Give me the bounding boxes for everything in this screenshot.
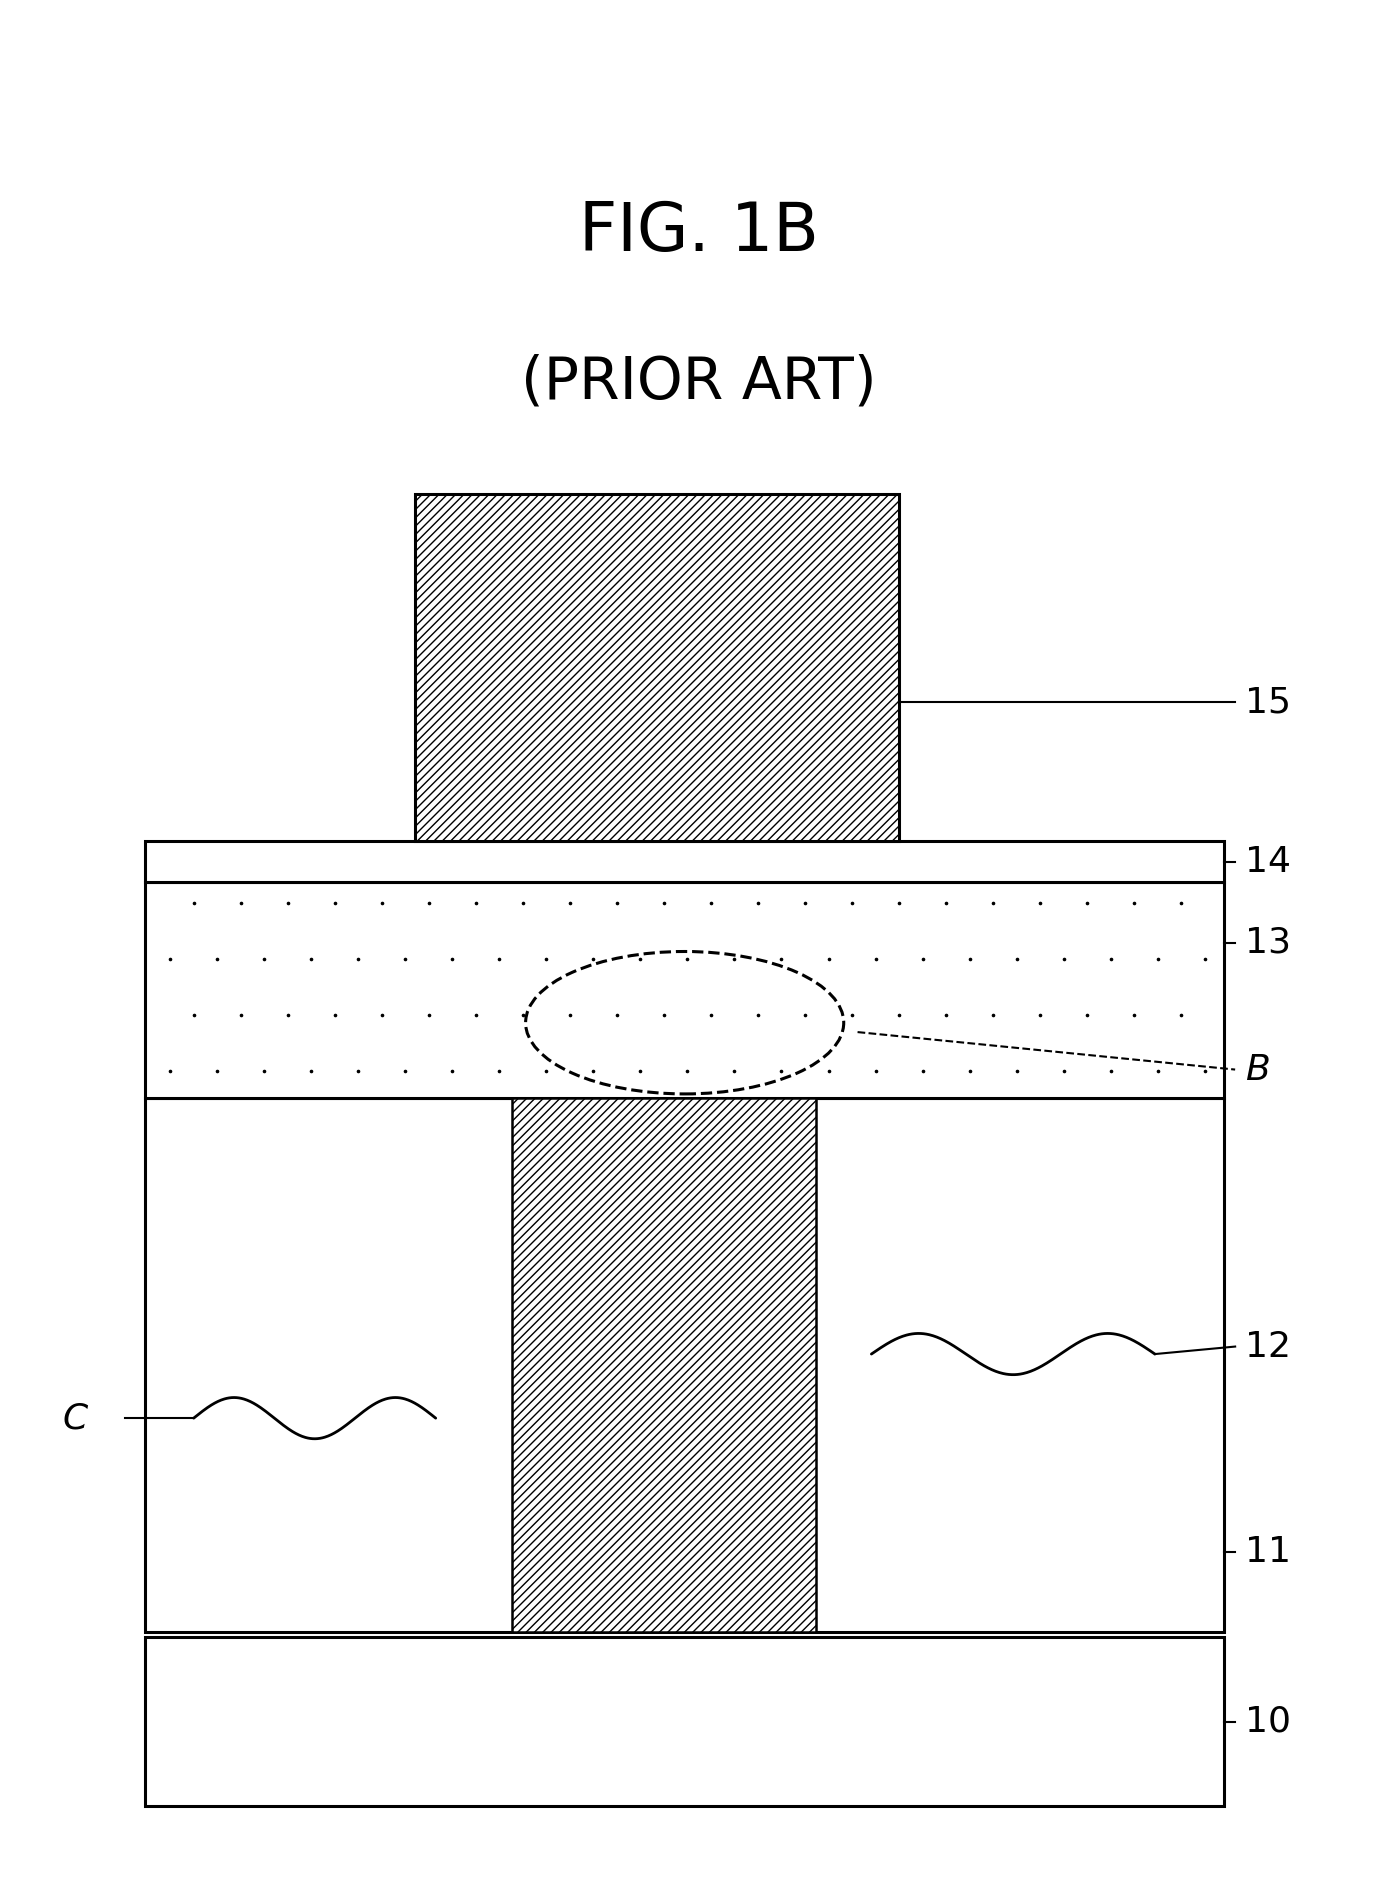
Text: 10: 10 [1245, 1705, 1291, 1739]
Bar [145, 840, 1224, 882]
Bar [415, 495, 900, 840]
Text: 12: 12 [1245, 1329, 1291, 1363]
Text: 13: 13 [1245, 925, 1291, 959]
Text: B: B [1245, 1054, 1270, 1087]
Bar [511, 1097, 816, 1631]
Text: (PRIOR ART): (PRIOR ART) [521, 353, 876, 410]
Bar [145, 1097, 1224, 1631]
Text: FIG. 1B: FIG. 1B [578, 198, 819, 264]
Text: 15: 15 [1245, 685, 1291, 719]
Bar [145, 882, 1224, 1097]
Text: 14: 14 [1245, 844, 1291, 878]
Text: 11: 11 [1245, 1535, 1291, 1569]
Text: C: C [63, 1401, 88, 1435]
Bar [145, 1637, 1224, 1807]
